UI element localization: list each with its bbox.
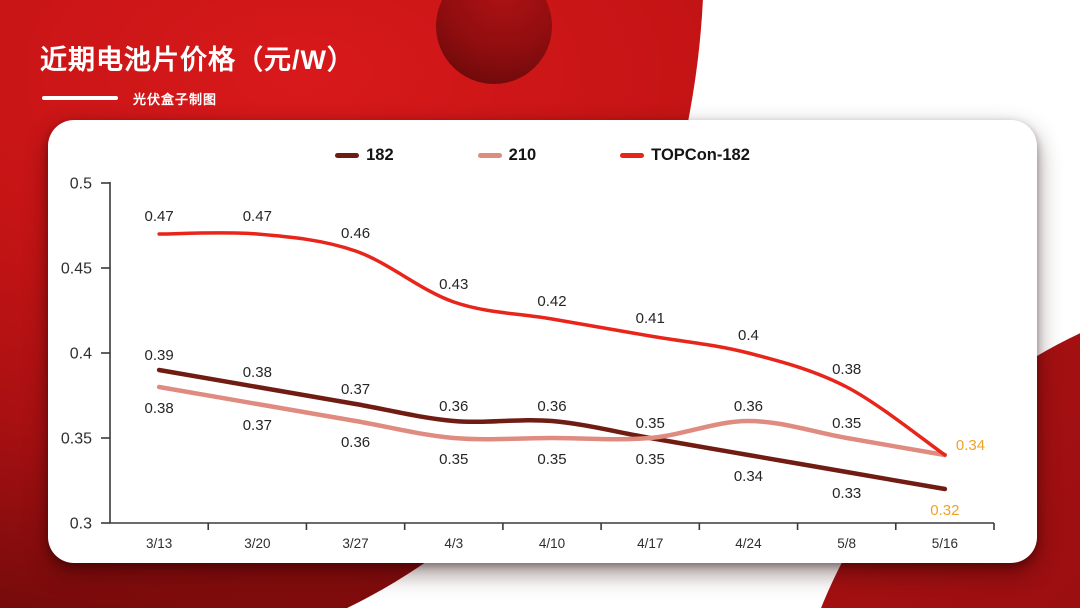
data-label-TOPCon-182: 0.4 bbox=[738, 327, 759, 344]
legend-item-182: 182 bbox=[335, 146, 394, 165]
data-label-182: 0.32 bbox=[930, 502, 959, 519]
data-label-210: 0.35 bbox=[832, 415, 861, 432]
decor-sphere bbox=[436, 0, 552, 84]
data-label-182: 0.39 bbox=[145, 347, 174, 364]
data-label-210: 0.35 bbox=[636, 415, 665, 432]
legend-item-210: 210 bbox=[477, 146, 537, 165]
x-tick-label: 4/24 bbox=[735, 536, 762, 551]
x-tick-label: 4/17 bbox=[637, 536, 663, 551]
data-label-TOPCon-182: 0.43 bbox=[439, 276, 468, 293]
subtitle-divider-line bbox=[42, 96, 118, 100]
x-tick-label: 3/13 bbox=[146, 536, 172, 551]
x-tick-label: 5/16 bbox=[932, 536, 958, 551]
data-label-210: 0.35 bbox=[439, 451, 468, 468]
header-subtitle-row: 光伏盒子制图 bbox=[42, 91, 218, 107]
legend-swatch-icon bbox=[335, 153, 360, 158]
price-chart: 0.5 0.45 0.4 0.35 0.3 3/13 3/20 3/27 4/3 4/10 4/17… bbox=[61, 176, 995, 551]
data-label-210: 0.37 bbox=[243, 417, 272, 434]
data-label-TOPCon-182: 0.46 bbox=[341, 225, 370, 242]
data-label-182: 0.36 bbox=[537, 398, 566, 415]
line-210 bbox=[156, 384, 948, 458]
data-label-TOPCon-182: 0.42 bbox=[537, 293, 566, 310]
y-tick-label: 0.3 bbox=[70, 516, 92, 533]
legend-swatch-icon bbox=[620, 153, 645, 158]
y-tick-label: 0.5 bbox=[70, 176, 92, 193]
y-tick-label: 0.45 bbox=[61, 261, 92, 278]
data-label-182: 0.37 bbox=[341, 381, 370, 398]
x-tick-label: 5/8 bbox=[837, 536, 856, 551]
legend-label: TOPCon-182 bbox=[651, 146, 750, 164]
data-label-182: 0.34 bbox=[734, 468, 763, 485]
data-label-182: 0.33 bbox=[832, 485, 861, 502]
data-label-182: 0.35 bbox=[636, 451, 665, 468]
line-TOPCon-182 bbox=[157, 231, 947, 457]
data-label-TOPCon-182: 0.41 bbox=[636, 310, 665, 327]
page-title: 近期电池片价格（元/W） bbox=[40, 45, 355, 75]
line-182 bbox=[156, 367, 948, 492]
x-tick-label: 4/10 bbox=[539, 536, 565, 551]
watermark-credit: 光伏盒子制图 bbox=[133, 91, 218, 107]
data-label-TOPCon-182: 0.38 bbox=[832, 361, 861, 378]
x-tick-label: 3/20 bbox=[244, 536, 270, 551]
data-label-TOPCon-182: 0.34 bbox=[956, 437, 985, 454]
data-label-210: 0.36 bbox=[734, 398, 763, 415]
x-tick-label: 4/3 bbox=[444, 536, 463, 551]
data-label-210: 0.35 bbox=[537, 451, 566, 468]
data-label-TOPCon-182: 0.47 bbox=[145, 208, 174, 225]
data-label-182: 0.36 bbox=[439, 398, 468, 415]
chart-card: 182 210 TOPCon-182 0.5 0.45 0.4 0.35 0.3 3/13 3/… bbox=[48, 120, 1037, 563]
data-label-210: 0.38 bbox=[145, 400, 174, 417]
header: 近期电池片价格（元/W） bbox=[40, 44, 355, 76]
legend-label: 182 bbox=[366, 146, 394, 164]
data-label-210: 0.36 bbox=[341, 434, 370, 451]
legend-swatch-icon bbox=[477, 153, 502, 158]
data-label-TOPCon-182: 0.47 bbox=[243, 208, 272, 225]
y-tick-label: 0.35 bbox=[61, 431, 92, 448]
x-tick-label: 3/27 bbox=[342, 536, 368, 551]
data-label-182: 0.38 bbox=[243, 364, 272, 381]
legend-label: 210 bbox=[508, 146, 537, 164]
chart-legend: 182 210 TOPCon-182 bbox=[48, 146, 1037, 165]
legend-item-TOPCon-182: TOPCon-182 bbox=[620, 146, 750, 165]
y-tick-label: 0.4 bbox=[70, 346, 92, 363]
